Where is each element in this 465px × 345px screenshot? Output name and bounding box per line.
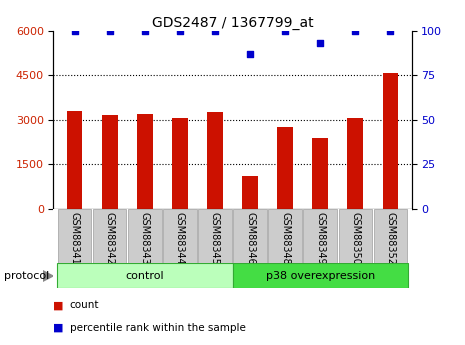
Point <box>106 28 113 34</box>
Bar <box>268 209 302 264</box>
Point <box>141 28 148 34</box>
Point <box>176 28 184 34</box>
Text: GSM88349: GSM88349 <box>315 212 325 265</box>
Point <box>211 28 219 34</box>
Bar <box>383 72 399 209</box>
Bar <box>58 209 92 264</box>
Title: GDS2487 / 1367799_at: GDS2487 / 1367799_at <box>152 16 313 30</box>
Text: protocol: protocol <box>4 271 49 281</box>
Bar <box>102 116 118 209</box>
Bar <box>232 263 408 288</box>
Bar <box>233 209 267 264</box>
Point <box>281 28 289 34</box>
Bar <box>242 176 258 209</box>
Text: GSM88343: GSM88343 <box>140 212 150 265</box>
Text: GSM88350: GSM88350 <box>350 212 360 265</box>
Bar <box>163 209 197 264</box>
Bar <box>312 138 328 209</box>
Polygon shape <box>43 271 53 281</box>
Bar <box>128 209 162 264</box>
Text: GSM88346: GSM88346 <box>245 212 255 265</box>
Bar <box>57 263 232 288</box>
Text: control: control <box>126 271 164 280</box>
Bar <box>339 209 372 264</box>
Bar <box>93 209 126 264</box>
Bar <box>172 118 188 209</box>
Text: p38 overexpression: p38 overexpression <box>266 271 375 280</box>
Bar <box>277 127 293 209</box>
Bar <box>303 209 337 264</box>
Point <box>387 28 394 34</box>
Text: GSM88344: GSM88344 <box>175 212 185 265</box>
Bar <box>347 118 363 209</box>
Text: ■: ■ <box>53 323 64 333</box>
Point <box>352 28 359 34</box>
Bar <box>198 209 232 264</box>
Text: GSM88348: GSM88348 <box>280 212 290 265</box>
Text: GSM88345: GSM88345 <box>210 212 220 265</box>
Text: GSM88352: GSM88352 <box>385 212 395 265</box>
Bar <box>137 114 153 209</box>
Bar <box>373 209 407 264</box>
Point <box>317 41 324 46</box>
Bar <box>66 111 82 209</box>
Point <box>71 28 78 34</box>
Text: percentile rank within the sample: percentile rank within the sample <box>70 323 246 333</box>
Point <box>246 51 254 57</box>
Text: GSM88342: GSM88342 <box>105 212 115 265</box>
Text: ■: ■ <box>53 300 64 310</box>
Text: GSM88341: GSM88341 <box>70 212 80 265</box>
Bar <box>207 112 223 209</box>
Text: count: count <box>70 300 99 310</box>
